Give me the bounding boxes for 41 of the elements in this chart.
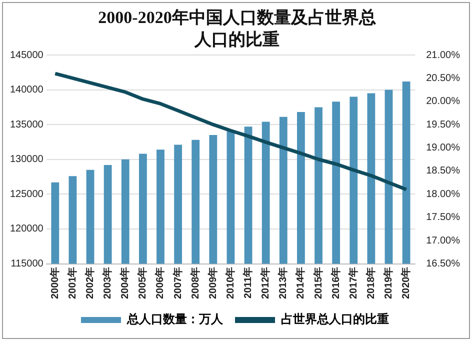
y-tick-label: 130000	[10, 154, 44, 166]
y2-tick-label: 20.50%	[426, 72, 460, 84]
x-tick-label: 2010年	[224, 266, 236, 300]
y2-tick-label: 16.50%	[426, 258, 460, 270]
y-tick-label: 120000	[10, 224, 44, 235]
x-tick-label: 2008年	[189, 266, 202, 300]
y-tick-label: 125000	[10, 188, 44, 200]
y-tick-label: 145000	[10, 50, 44, 61]
y2-tick-label: 17.50%	[426, 212, 460, 224]
x-tick-label: 2018年	[364, 266, 377, 300]
y2-tick-label: 17.00%	[426, 235, 460, 246]
x-tick-label: 2020年	[400, 266, 412, 300]
y-tick-label: 135000	[10, 119, 44, 130]
x-tick-label: 2004年	[119, 266, 132, 300]
y-tick-label: 115000	[10, 258, 44, 270]
x-tick-label: 2006年	[154, 266, 166, 300]
x-tick-label: 2017年	[347, 266, 360, 300]
x-tick-label: 2015年	[312, 266, 324, 300]
x-tick-label: 2007年	[172, 266, 184, 300]
y2-tick-label: 19.50%	[426, 119, 460, 130]
x-tick-label: 2012年	[260, 266, 272, 300]
legend-label: 占世界总人口的比重	[281, 312, 389, 326]
y2-tick-label: 18.00%	[426, 188, 460, 200]
y-tick-label: 140000	[10, 84, 44, 96]
x-tick-label: 2014年	[294, 266, 307, 300]
legend-label: 总人口数量：万人	[126, 312, 224, 326]
y2-tick-label: 18.50%	[426, 166, 460, 177]
y2-tick-label: 21.00%	[426, 50, 460, 61]
y2-tick-label: 19.00%	[426, 142, 460, 154]
x-tick-label: 2011年	[242, 266, 254, 298]
x-tick-label: 2003年	[102, 266, 114, 300]
y2-tick-label: 20.00%	[426, 96, 460, 108]
chart-title: 2000-2020年中国人口数量及占世界总人口的比重	[97, 7, 377, 51]
x-tick-label: 2001年	[66, 266, 78, 300]
x-tick-label: 2000年	[48, 266, 61, 300]
x-tick-label: 2002年	[84, 266, 96, 300]
x-tick-label: 2019年	[382, 266, 394, 300]
x-tick-label: 2009年	[206, 266, 219, 300]
x-tick-label: 2013年	[277, 266, 290, 300]
x-tick-label: 2005年	[136, 266, 149, 300]
x-tick-label: 2016年	[330, 266, 342, 300]
